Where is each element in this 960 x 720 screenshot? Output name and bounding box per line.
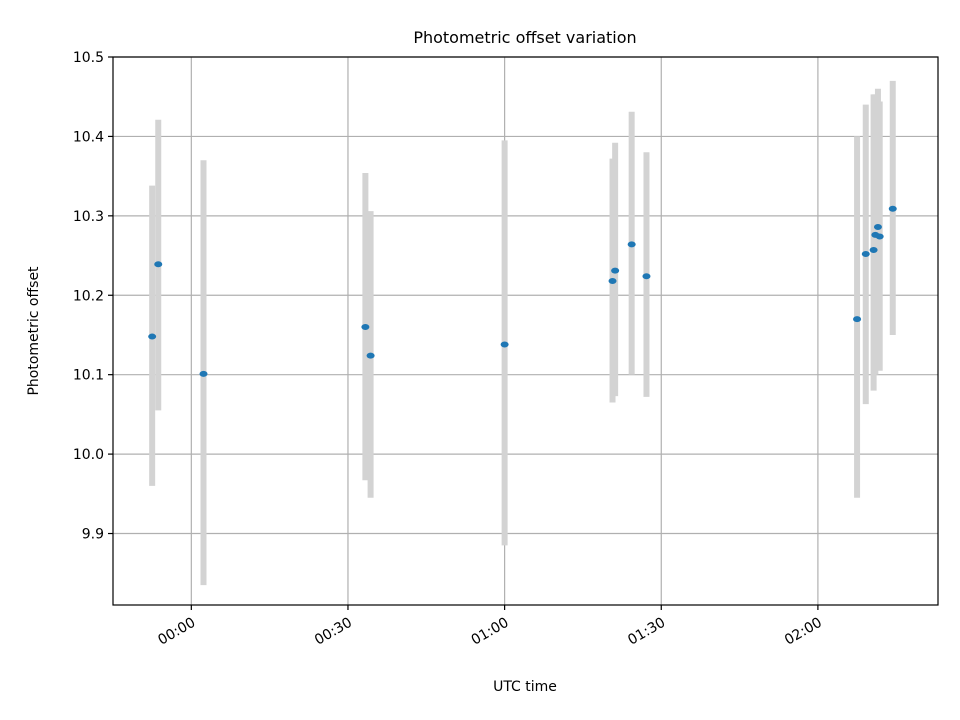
data-point <box>875 233 884 240</box>
data-points <box>148 205 897 377</box>
y-tick-label: 10.1 <box>73 368 104 384</box>
data-point <box>627 241 636 248</box>
data-point <box>869 246 878 253</box>
x-tick-label: 00:30 <box>312 615 355 649</box>
plot-frame <box>112 56 939 606</box>
data-point <box>888 205 897 212</box>
data-point <box>500 341 509 348</box>
data-point <box>361 324 370 331</box>
data-point <box>154 261 163 268</box>
y-tick-label: 10.5 <box>73 50 104 66</box>
chart-title: Photometric offset variation <box>413 28 636 47</box>
data-point <box>873 223 882 230</box>
x-tick-label: 00:00 <box>155 615 198 649</box>
x-axis-label: UTC time <box>493 679 557 695</box>
y-tick-label: 10.2 <box>73 288 104 304</box>
data-point <box>608 277 617 284</box>
data-point <box>199 370 208 377</box>
grid <box>113 56 938 605</box>
data-point <box>642 273 651 280</box>
data-point <box>861 250 870 257</box>
y-axis-ticks: 9.9 10.0 10.1 10.2 10.3 10.4 10.5 <box>73 50 113 543</box>
data-point <box>366 352 375 359</box>
x-tick-label: 02:00 <box>782 615 825 649</box>
data-point <box>853 316 862 323</box>
x-axis-ticks: 00:00 00:30 01:00 01:30 02:00 <box>155 605 825 649</box>
error-bars <box>149 80 896 586</box>
y-tick-label: 10.0 <box>73 447 104 463</box>
x-tick-label: 01:30 <box>625 615 668 649</box>
y-axis-label: Photometric offset <box>26 266 42 396</box>
y-tick-label: 10.4 <box>73 129 104 145</box>
y-tick-label: 10.3 <box>73 209 104 225</box>
y-tick-label: 9.9 <box>82 527 104 543</box>
data-point <box>148 333 157 340</box>
x-tick-label: 01:00 <box>469 615 512 649</box>
data-point <box>611 267 620 274</box>
